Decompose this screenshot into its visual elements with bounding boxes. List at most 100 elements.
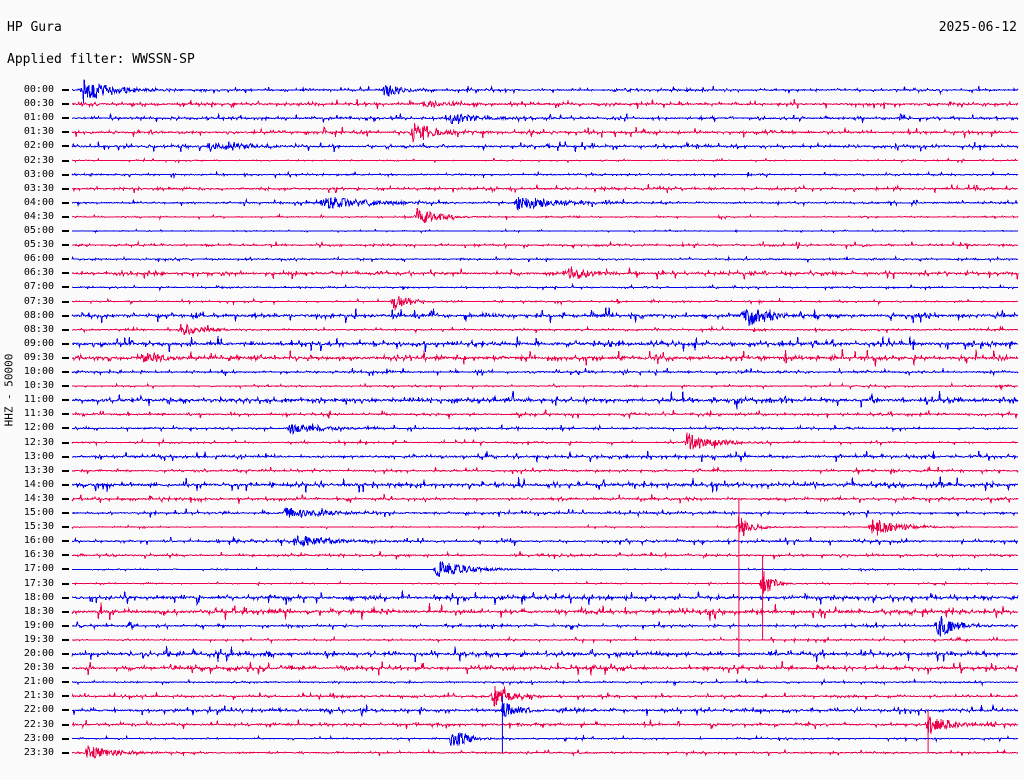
seismic-trace (72, 322, 1018, 336)
time-label: 16:00 (23, 535, 54, 547)
seismic-trace (71, 240, 1019, 250)
time-label: 06:30 (23, 267, 54, 279)
seismic-trace (71, 228, 1019, 234)
time-tick (62, 159, 69, 162)
seismic-trace (71, 183, 1019, 194)
time-tick (62, 314, 69, 317)
time-axis: 00:00 00:30 01:00 01:30 02:00 02:30 03:00 03:30… (0, 0, 72, 780)
time-label: 17:00 (23, 563, 54, 575)
seismic-trace (71, 307, 1019, 327)
time-tick (62, 328, 69, 331)
time-label: 08:00 (23, 309, 54, 321)
seismic-trace (71, 450, 1019, 463)
time-label: 20:00 (23, 648, 54, 659)
time-label: 10:30 (23, 380, 54, 392)
time-label: 19:00 (23, 619, 54, 631)
time-tick (62, 624, 69, 627)
time-tick (62, 145, 69, 148)
time-label: 20:30 (23, 662, 54, 674)
time-label: 12:00 (23, 422, 54, 434)
seismic-trace (71, 677, 1019, 687)
time-tick (62, 526, 69, 529)
time-label: 03:00 (23, 168, 54, 180)
time-label: 05:00 (23, 225, 54, 236)
seismic-trace (71, 465, 1019, 476)
seismic-trace (71, 646, 1019, 663)
seismic-trace (71, 98, 1018, 110)
seismic-trace (71, 744, 1019, 759)
time-label: 22:30 (23, 718, 54, 730)
time-label: 09:00 (23, 337, 54, 349)
seismic-trace (71, 367, 1019, 377)
time-tick (62, 103, 69, 106)
time-label: 13:00 (23, 450, 54, 462)
time-label: 07:00 (23, 281, 54, 293)
time-tick (62, 230, 69, 232)
seismic-trace (71, 432, 1019, 450)
seismic-trace (71, 123, 1019, 142)
time-tick (62, 356, 69, 359)
time-tick (62, 610, 69, 613)
time-tick (62, 399, 69, 402)
time-tick (62, 371, 69, 373)
seismic-trace (71, 702, 1019, 718)
time-tick (62, 483, 69, 486)
time-tick (62, 723, 69, 726)
seismic-trace (71, 616, 1019, 637)
seismic-trace (72, 571, 1019, 594)
time-tick (62, 709, 69, 712)
time-label: 03:30 (23, 182, 54, 194)
time-tick (62, 413, 69, 416)
seismic-trace (71, 296, 1019, 311)
seismic-trace (71, 514, 1019, 537)
seismic-trace (71, 390, 1019, 410)
time-tick (62, 512, 69, 514)
time-tick (62, 286, 69, 289)
seismic-trace (71, 381, 1018, 391)
seismic-trace (71, 661, 1019, 676)
seismic-trace (71, 79, 1019, 104)
time-tick (62, 117, 69, 120)
time-label: 01:30 (23, 126, 54, 138)
time-label: 15:00 (23, 507, 54, 518)
time-tick (62, 455, 69, 458)
time-label: 09:30 (23, 351, 54, 363)
time-tick (62, 89, 69, 91)
time-tick (62, 568, 69, 571)
seismic-trace (71, 254, 1019, 263)
time-label: 18:30 (23, 605, 54, 617)
seismic-trace (71, 113, 1019, 125)
seismic-trace (72, 409, 1019, 419)
time-tick (62, 187, 69, 190)
time-label: 16:30 (23, 549, 54, 561)
time-label: 18:00 (23, 591, 54, 603)
seismic-trace (71, 157, 1019, 164)
seismic-trace (71, 732, 1019, 747)
seismic-trace (71, 282, 1019, 292)
seismic-trace (71, 635, 1019, 645)
time-label: 11:00 (23, 394, 54, 406)
time-label: 12:30 (23, 436, 54, 448)
time-label: 10:00 (23, 366, 54, 377)
time-tick (62, 554, 69, 557)
seismic-trace (71, 335, 1019, 353)
time-tick (62, 215, 69, 218)
seismic-trace (71, 266, 1019, 280)
time-tick (62, 244, 69, 247)
time-label: 01:00 (23, 112, 54, 124)
time-label: 22:00 (23, 704, 54, 716)
time-label: 14:30 (23, 492, 54, 504)
time-label: 11:30 (23, 408, 54, 420)
seismic-trace (71, 507, 1019, 519)
time-tick (62, 582, 69, 585)
seismic-trace (71, 423, 1018, 435)
time-label: 00:00 (23, 84, 54, 95)
time-label: 06:00 (23, 253, 54, 265)
seismic-trace (71, 349, 1019, 367)
seismic-trace (71, 141, 1019, 153)
time-label: 00:30 (23, 98, 54, 110)
time-label: 23:30 (23, 746, 54, 758)
seismic-trace (71, 561, 1019, 578)
time-tick (62, 201, 69, 204)
